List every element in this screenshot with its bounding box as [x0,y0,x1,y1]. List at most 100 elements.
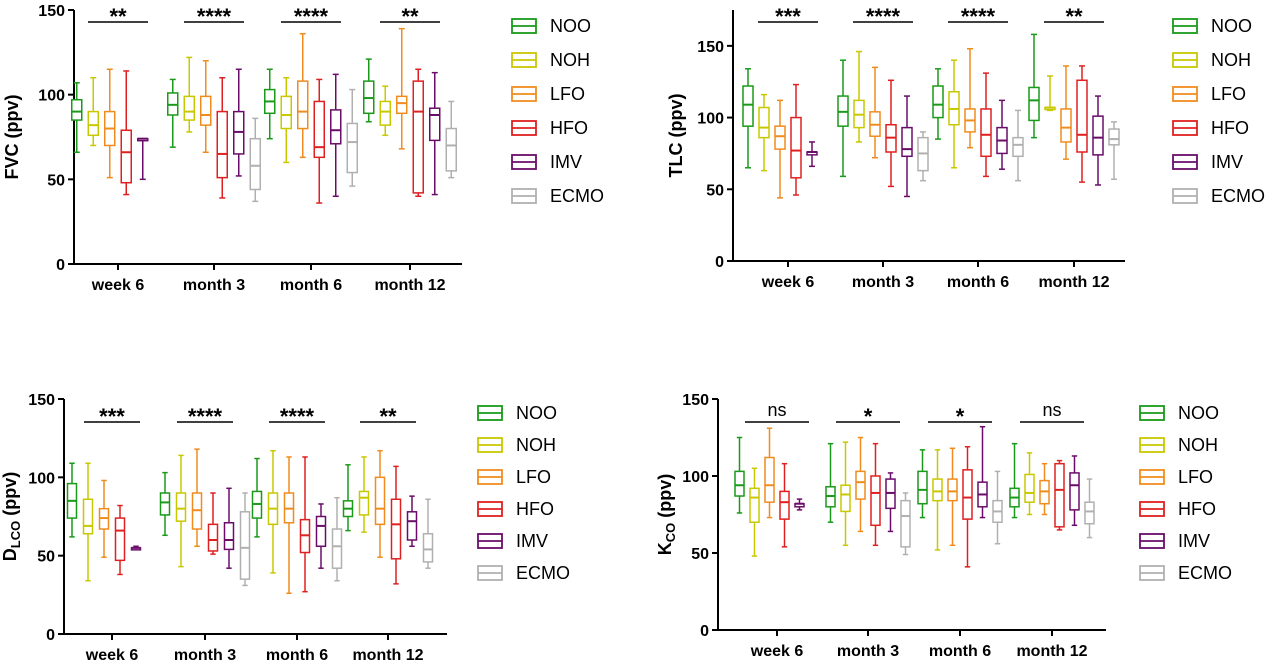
box-hfo-1 [790,83,802,196]
significance-label: **** [866,4,901,29]
x-tick-label: month 3 [837,643,899,660]
y-tick-label: 0 [700,623,709,640]
y-axis-label: FVC (ppv) [2,95,22,180]
legend-item-noo: NOO [1139,403,1219,423]
box-imv-1 [806,141,818,168]
box-noh-4 [1044,75,1056,112]
box-noo-3 [264,68,276,140]
box-ecmo-2 [917,131,929,182]
legend-item-noh: NOH [1139,435,1218,455]
legend-label: NOH [1178,435,1218,455]
box-body [358,490,370,516]
box-body [175,492,187,522]
box-body [200,95,212,126]
box-noo-1 [71,82,83,153]
box-body [1092,115,1104,156]
box-imv-2 [885,472,896,533]
y-axis-label: KCO (ppv) [655,474,678,556]
x-tick-label: month 12 [374,277,445,294]
y-tick-label: 100 [697,111,724,128]
box-hfo-2 [216,76,228,199]
box-body [396,95,408,115]
legend-label: IMV [1211,152,1243,172]
x-tick-label: month 6 [929,643,991,660]
box-noh-1 [87,76,99,147]
box-body [901,126,913,158]
box-hfo-3 [299,456,311,593]
legend-label: HFO [516,499,554,519]
box-imv-1 [137,137,149,181]
box-hfo-2 [885,79,897,188]
box-body [216,110,228,179]
x-tick-label: month 3 [183,277,245,294]
significance-label: *** [775,4,801,29]
legend-item-imv: IMV [511,152,582,172]
box-hfo-2 [207,492,219,555]
legend-item-noo: NOO [477,403,557,423]
box-body [790,116,802,179]
y-tick-label: 150 [28,392,55,409]
box-lfo-1 [104,68,116,179]
box-body [1076,79,1088,153]
box-noh-3 [932,449,943,551]
x-tick-label: month 3 [852,274,914,291]
box-ecmo-3 [1012,109,1024,182]
box-imv-3 [977,425,988,519]
box-lfo-1 [98,479,110,558]
box-body [422,532,434,563]
box-body [1069,472,1080,511]
significance-label: *** [99,404,125,429]
legend-item-lfo: LFO [1172,84,1246,104]
legend-item-lfo: LFO [477,467,551,487]
box-lfo-3 [283,456,295,595]
box-lfo-2 [869,66,881,159]
box-body [1084,501,1095,525]
box-noh-2 [183,56,195,133]
box-imv-4 [429,71,441,196]
legend-label: IMV [1178,531,1210,551]
box-noh-2 [175,454,187,568]
legend-item-hfo: HFO [511,118,588,138]
box-hfo-4 [390,465,402,585]
box-imv-2 [223,487,235,569]
box-noh-4 [379,85,391,137]
significance-label: **** [961,4,996,29]
box-body [1054,462,1065,528]
box-imv-2 [233,68,245,177]
legend-label: IMV [516,531,548,551]
legend-item-noh: NOH [477,435,556,455]
legend-label: LFO [516,467,551,487]
legend-label: NOH [516,435,556,455]
box-noh-2 [853,50,865,143]
box-body [870,475,881,527]
box-noo-2 [837,59,849,178]
box-ecmo-3 [992,470,1003,545]
significance-label: ** [1065,4,1083,29]
box-ecmo-3 [331,496,343,582]
x-tick-label: week 6 [750,643,804,660]
significance-label: **** [197,4,232,29]
y-axis-label: TLC (ppv) [666,94,686,178]
significance-label: **** [188,404,223,429]
x-tick-label: month 6 [947,274,1009,291]
legend-label: LFO [550,84,585,104]
box-body [758,106,770,139]
box-ecmo-4 [422,498,434,569]
box-imv-4 [406,495,418,548]
legend-label: NOH [550,50,590,70]
box-noh-3 [280,76,292,164]
box-body [297,80,309,130]
legend-item-hfo: HFO [1139,499,1216,519]
box-body [249,137,261,191]
y-axis-label: DLCO (ppv) [0,472,23,561]
box-body [120,129,132,184]
box-noh-4 [1024,452,1035,516]
significance-label: ns [767,400,786,420]
x-tick-label: month 12 [352,647,423,664]
legend-item-ecmo: ECMO [1172,186,1265,206]
box-noo-2 [167,78,179,148]
legend-label: NOO [1211,16,1252,36]
box-hfo-3 [962,445,973,568]
box-hfo-3 [313,78,325,204]
